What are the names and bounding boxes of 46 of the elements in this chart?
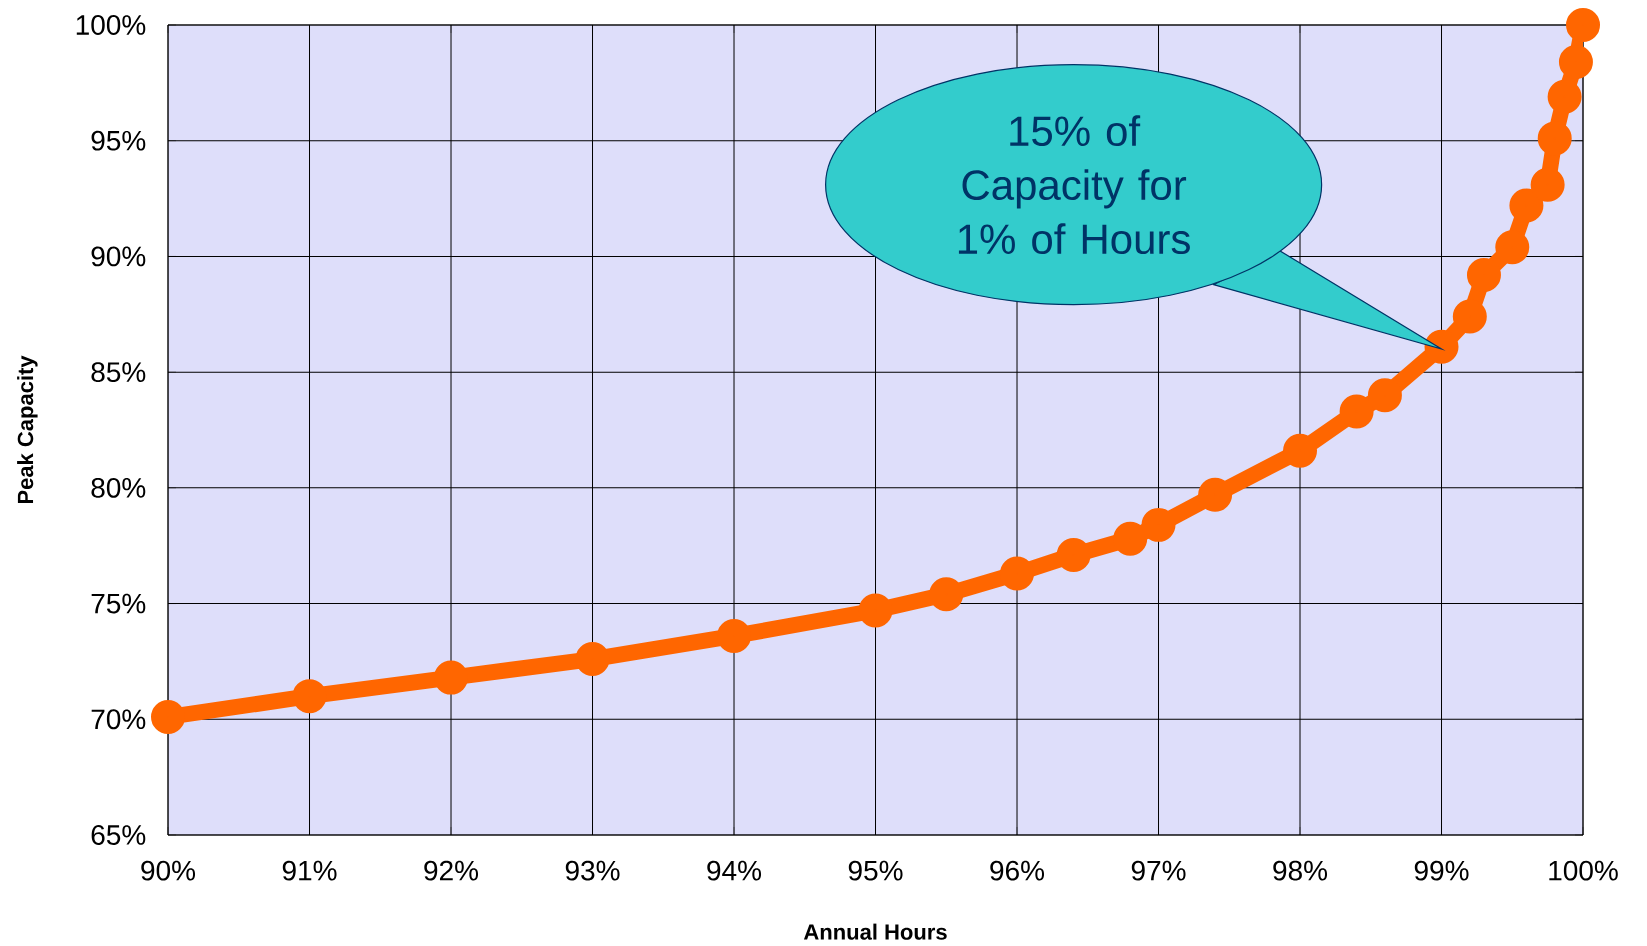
point [434,660,469,695]
x-axis-title: Annual Hours [803,923,947,940]
y-tick-label: 75% [91,593,146,614]
y-tick-label: 65% [91,825,146,845]
y-tick-label: 80% [91,477,146,498]
point [1530,167,1565,202]
y-axis-title: Peak Capacity [17,355,38,504]
point [1367,378,1402,413]
point [1141,507,1176,542]
x-tick-label: 95% [848,860,903,881]
x-tick-label: 98% [1273,860,1328,881]
point [292,679,327,714]
point [1113,521,1148,556]
point [1283,433,1318,468]
point [575,642,610,677]
point [1339,394,1374,429]
point [1566,7,1601,42]
y-tick-label: 100% [76,15,146,35]
point [717,618,752,653]
x-tick-label: 97% [1131,860,1186,881]
point [1466,257,1501,292]
x-tick-label: 99% [1414,860,1469,881]
point [1547,79,1582,114]
point [1452,299,1487,334]
x-tick-label: 100% [1549,860,1618,881]
y-tick-label: 85% [91,362,146,383]
x-tick-label: 96% [990,860,1045,881]
x-tick-label: 94% [707,860,762,881]
annotation: 15% of Capacity for 1% of Hours [958,115,1190,255]
y-tick-label: 70% [91,709,146,730]
y-tick-label: 90% [91,246,146,267]
point [1509,188,1544,223]
point [929,577,964,612]
point [1537,121,1572,156]
x-tick-label: 92% [424,860,479,881]
x-tick-label: 90% [141,860,196,881]
point [1558,45,1593,80]
x-tick-label: 91% [282,860,337,881]
point [1495,230,1530,265]
point [858,593,893,628]
point [151,699,186,734]
point [1056,537,1091,572]
point [1198,477,1233,512]
point [1000,556,1035,591]
x-tick-label: 93% [565,860,620,881]
y-tick-label: 95% [91,130,146,151]
